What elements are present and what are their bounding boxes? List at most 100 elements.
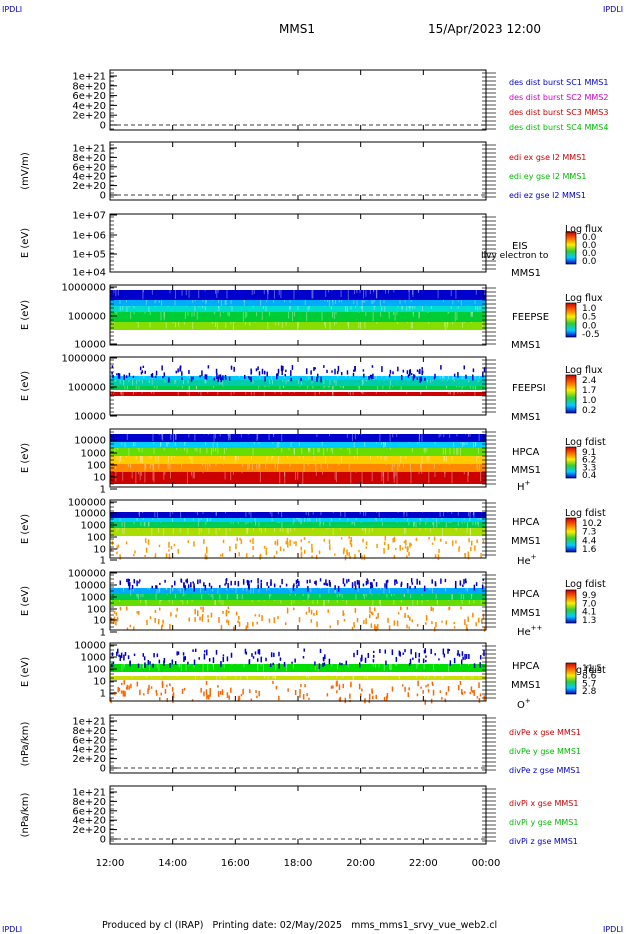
spectrogram-streak [172,528,174,535]
spectrogram-streak [250,392,252,396]
spectrogram-pixel [209,690,211,697]
spectrogram-pixel [308,541,310,544]
spectrogram-streak [446,380,448,381]
spectrogram-streak [382,386,384,389]
spectrogram-streak [469,512,471,518]
spectrogram-streak [415,522,417,528]
spectrogram-streak [333,380,335,383]
spectrogram-pixel [176,651,178,656]
spectrogram-streak [163,312,165,321]
spectrogram-streak [246,676,248,680]
spectrogram-streak [376,290,378,299]
spectrogram-streak [230,522,232,524]
spectrogram-streak [251,600,253,603]
spectrogram-streak [359,290,361,293]
spectrogram-pixel [470,686,473,692]
spectrogram-streak [116,456,118,461]
spectrogram-pixel [439,690,442,693]
spectrogram-streak [364,676,366,679]
spectrogram-streak [252,306,254,308]
spectrogram-streak [251,290,253,296]
colorbar-tick-label: 11.5 [582,664,602,674]
spectrogram-streak [174,380,176,385]
spectrogram-pixel [305,368,308,375]
spectrogram-pixel [375,616,378,620]
spectrogram-pixel [269,663,272,667]
spectrogram-pixel [365,546,368,549]
spectrogram-streak [446,456,448,462]
spectrogram-streak [211,448,213,456]
spectrogram-pixel [234,580,236,586]
colorbar-title: Log flux [565,224,603,235]
spectrogram-streak [369,290,371,294]
spectrogram-pixel [119,580,122,585]
spectrogram-pixel [210,612,213,618]
spectrogram-pixel [365,541,368,545]
spectrogram-streak [260,528,262,533]
spectrogram-streak [436,522,438,528]
spectrogram-pixel [177,368,179,373]
spectrogram-streak [384,442,386,446]
spectrogram-streak [268,594,270,599]
spectrogram-streak [254,322,256,323]
spectrogram-streak [334,588,336,593]
spectrogram-streak [447,512,449,513]
spectrogram-streak [148,380,150,384]
spectrogram-streak [161,300,163,306]
spectrogram-streak [147,588,149,589]
spectrogram-streak [141,456,143,463]
spectrogram-streak [208,528,210,534]
spectrogram-streak [403,594,405,597]
spectrogram-streak [472,312,474,317]
spectrogram-pixel [396,620,399,627]
spectrogram-pixel [298,581,300,587]
spectrogram-streak [442,676,444,678]
colorbar-tick-label: 9.1 [582,448,596,458]
spectrogram-streak [424,448,426,454]
spectrogram-streak [320,300,322,301]
spectrogram-band [110,312,486,322]
y-tick-label: 6e+20 [72,735,106,746]
spectrogram-streak [271,456,273,462]
spectrogram-streak [297,306,299,310]
spectrogram-pixel [161,365,163,371]
spectrogram-pixel [185,579,187,583]
spectrogram-streak [216,290,218,298]
y-tick-label: 100 [87,533,106,544]
spectrogram-streak [110,376,112,378]
spectrogram-streak [280,600,282,604]
spectrogram-band [110,522,486,528]
spectrogram-pixel [413,374,415,379]
spectrogram-streak [208,594,210,595]
spectrogram-pixel [197,579,199,585]
spectrogram-streak [160,312,162,321]
spectrogram-streak [232,522,234,524]
spectrogram-streak [166,442,168,447]
spectrogram-streak [120,456,122,462]
spectrogram-pixel [444,578,447,583]
spectrogram-pixel [330,685,333,689]
spectrogram-pixel [148,684,150,690]
instrument-label: FEEPSE [512,312,549,323]
spectrogram-streak [352,522,354,524]
spectrogram-streak [403,512,405,517]
spectrogram-pixel [402,652,405,655]
spectrogram-pixel [374,624,376,631]
spectrogram-pixel [315,610,318,615]
spectrogram-streak [121,392,123,396]
spectrogram-streak [304,518,306,522]
spectrogram-streak [340,290,342,297]
spectrogram-pixel [410,373,413,376]
spectrogram-streak [326,300,328,303]
spectrogram-pixel [180,579,183,583]
legend-entry: divPe x gse MMS1 [509,728,581,737]
spectrogram-pixel [171,659,174,665]
y-tick-label: 4e+20 [72,745,106,756]
spectrogram-streak [314,376,316,380]
spectrogram-streak [198,528,200,535]
spectrogram-pixel [383,541,386,546]
legend-entry: divPi x gse MMS1 [509,799,578,808]
spectrogram-pixel [370,611,373,615]
spectrogram-streak [152,518,154,521]
spectrogram-streak [142,290,144,293]
